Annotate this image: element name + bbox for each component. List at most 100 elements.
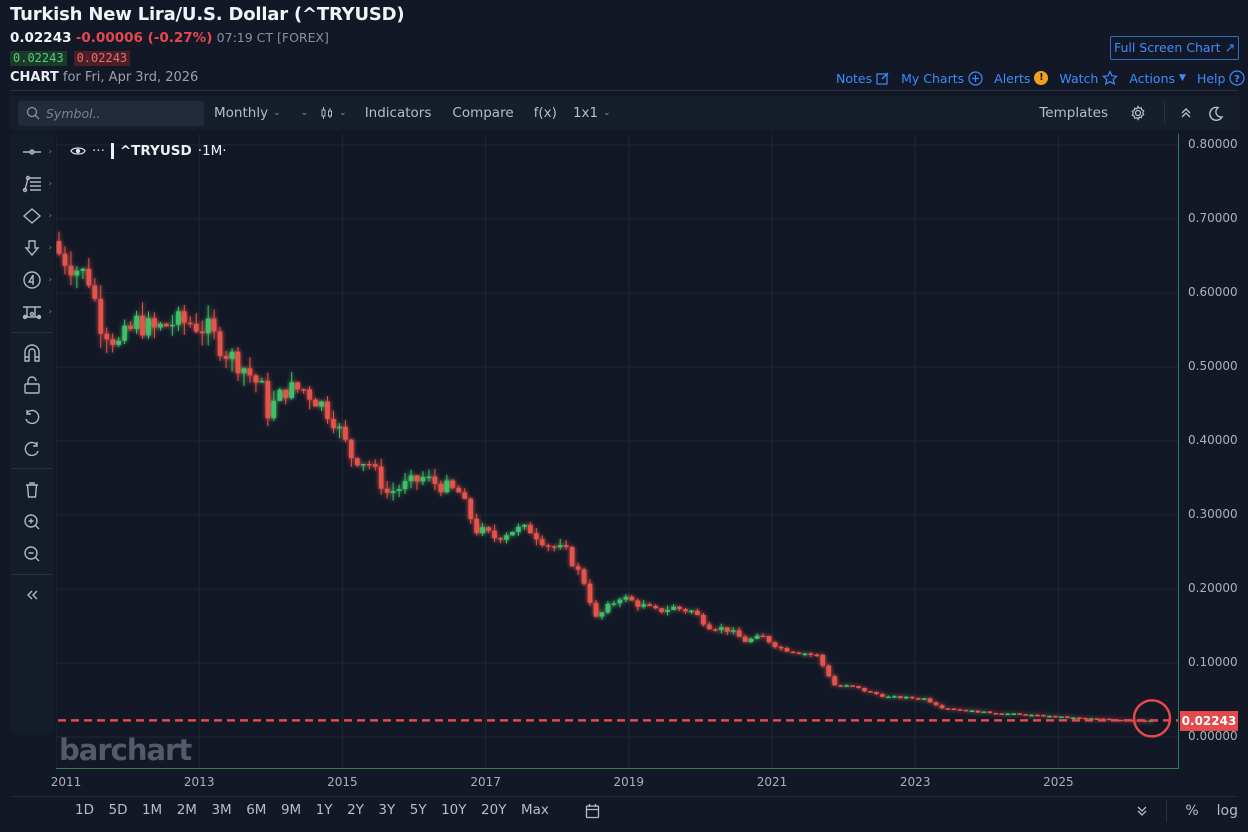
indicators-label: Indicators [364, 105, 432, 121]
function-label: f(x) [533, 105, 557, 121]
chevron-right-icon: › [48, 275, 52, 285]
price-chart[interactable] [56, 134, 1178, 768]
arrow-tool-button[interactable]: › [10, 235, 54, 261]
watch-link[interactable]: Watch [1059, 70, 1119, 86]
series-color-swatch [110, 143, 114, 159]
search-placeholder: Symbol.. [46, 105, 101, 121]
chevron-right-icon: › [48, 211, 52, 221]
range-9m[interactable]: 9M [280, 802, 302, 818]
range-1m[interactable]: 1M [141, 802, 163, 818]
delete-button[interactable] [10, 477, 54, 503]
zoom-in-icon [24, 514, 40, 530]
zoom-in-button[interactable] [10, 509, 54, 535]
unlock-icon [24, 376, 40, 394]
chevron-right-icon: › [48, 243, 52, 253]
alerts-link[interactable]: Alerts ! [994, 70, 1049, 86]
annotation-tool-button[interactable]: › [10, 267, 54, 293]
x-tick-label: 2019 [613, 775, 645, 789]
edit-icon [876, 72, 889, 85]
templates-button[interactable]: Templates [1039, 105, 1108, 121]
zoom-out-button[interactable] [10, 541, 54, 567]
chevron-down-icon: ⌄ [273, 108, 281, 118]
range-6m[interactable]: 6M [246, 802, 267, 818]
range-2m[interactable]: 2M [176, 802, 197, 818]
symbol-search-input[interactable]: Symbol.. [18, 100, 204, 126]
redo-button[interactable] [10, 436, 54, 462]
chevron-down-icon: ⌄ [300, 108, 309, 118]
range-10y[interactable]: 10Y [441, 802, 467, 818]
eye-icon[interactable] [70, 145, 86, 157]
chart-toolbar: Symbol.. Monthly ⌄ ⌄ ⌄ Indicators Compar… [10, 96, 1240, 130]
magnet-button[interactable] [10, 340, 54, 366]
undo-icon [25, 409, 40, 425]
actions-label: Actions [1129, 70, 1176, 86]
double-chevron-left-icon [27, 590, 38, 600]
y-tick-label: 0.80000 [1188, 137, 1238, 151]
range-3y[interactable]: 3Y [378, 802, 396, 818]
range-20y[interactable]: 20Y [481, 802, 507, 818]
interval-dropdown[interactable]: Monthly ⌄ [214, 105, 281, 121]
y-tick-label: 0.60000 [1188, 285, 1238, 299]
layout-dropdown[interactable]: 1x1 ⌄ [573, 105, 611, 121]
line-tool-button[interactable]: › [10, 139, 54, 165]
range-2y[interactable]: 2Y [347, 802, 364, 818]
bid-price: 0.02243 [10, 51, 67, 66]
undo-button[interactable] [10, 404, 54, 430]
gear-icon[interactable] [1130, 105, 1146, 121]
pencil-icon: ↗ [1224, 40, 1236, 55]
bid-ask: 0.02243 0.02243 [10, 51, 131, 66]
moon-icon[interactable] [1207, 105, 1224, 122]
interval-extra-dropdown[interactable]: ⌄ [301, 108, 309, 118]
y-tick-label: 0.40000 [1188, 433, 1238, 447]
alerts-label: Alerts [994, 70, 1031, 86]
y-axis-line [1178, 134, 1179, 768]
notes-link[interactable]: Notes [836, 71, 890, 86]
x-tick-label: 2015 [327, 775, 358, 789]
collapse-toolbar-button[interactable] [10, 582, 54, 608]
tools-divider [12, 468, 52, 469]
x-tick-label: 2017 [470, 775, 501, 789]
chart-grid [56, 134, 1178, 768]
actions-menu[interactable]: Actions ▼ [1129, 71, 1186, 86]
annotation-icon [23, 271, 41, 289]
chart-date: CHART for Fri, Apr 3rd, 2026 [10, 70, 198, 85]
range-5d[interactable]: 5D [108, 802, 128, 818]
magnet-icon [24, 344, 40, 362]
alert-icon: ! [1034, 71, 1049, 85]
caret-down-icon: ▼ [1179, 73, 1186, 83]
range-1y[interactable]: 1Y [315, 802, 333, 818]
double-chevron-down-icon[interactable] [1136, 805, 1148, 817]
interval-label: Monthly [214, 105, 269, 121]
percent-scale-toggle[interactable]: % [1185, 803, 1199, 819]
calendar-icon[interactable] [585, 803, 600, 819]
log-scale-toggle[interactable]: log [1216, 803, 1238, 819]
redo-icon [24, 441, 39, 457]
range-1d[interactable]: 1D [75, 802, 94, 818]
collapse-up-icon[interactable] [1179, 106, 1193, 120]
more-icon[interactable]: ··· [92, 143, 105, 159]
range-5y[interactable]: 5Y [409, 802, 427, 818]
full-screen-chart-button[interactable]: Full Screen Chart ↗ [1110, 36, 1239, 60]
compare-button[interactable]: Compare [452, 105, 513, 121]
range-max[interactable]: Max [520, 802, 549, 818]
help-link[interactable]: Help ? [1197, 70, 1246, 86]
my-charts-link[interactable]: My Charts [901, 71, 983, 86]
fib-tool-button[interactable]: › [10, 171, 54, 197]
templates-label: Templates [1039, 105, 1108, 121]
price-change: -0.00006 (-0.27%) [75, 30, 213, 46]
scale-controls: % log [1136, 800, 1238, 822]
chart-type-dropdown[interactable]: ⌄ [320, 106, 347, 120]
pattern-tool-button[interactable]: › [10, 299, 54, 325]
x-tick-label: 2011 [50, 775, 82, 789]
footer-divider [10, 796, 1238, 797]
drawing-toolbar: › › › › › › [10, 134, 54, 734]
x-tick-label: 2021 [756, 775, 788, 789]
range-3m[interactable]: 3M [211, 802, 232, 818]
y-tick-label: 0.20000 [1188, 581, 1238, 595]
lock-button[interactable] [10, 372, 54, 398]
function-button[interactable]: f(x) [534, 105, 557, 121]
page-title: Turkish New Lira/U.S. Dollar (^TRYUSD) [10, 4, 405, 25]
indicators-button[interactable]: Indicators [365, 105, 432, 121]
watch-label: Watch [1059, 70, 1099, 86]
shape-tool-button[interactable]: › [10, 203, 54, 229]
